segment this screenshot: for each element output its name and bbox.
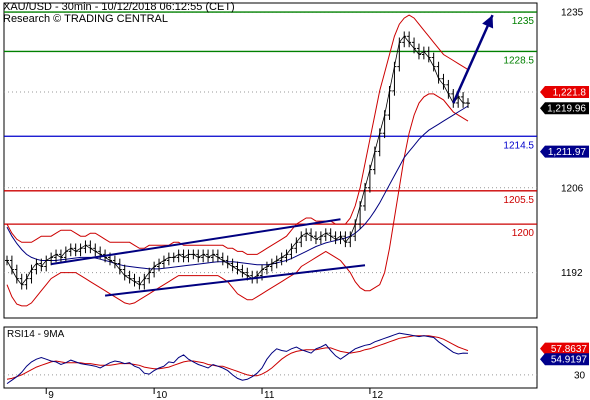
- price-bar: [93, 243, 98, 257]
- price-bar: [240, 264, 245, 278]
- price-bar: [132, 273, 137, 287]
- rsi-value-label: 54.9197: [540, 353, 589, 366]
- price-bar: [73, 243, 78, 257]
- price-bar: [210, 249, 215, 263]
- channel-lower-line: [104, 264, 366, 297]
- price-bar: [83, 240, 88, 254]
- price-bar: [157, 258, 162, 272]
- price-bar: [181, 249, 186, 263]
- price-bar: [78, 243, 83, 257]
- x-tick-label: 9: [48, 390, 54, 400]
- price-bar: [323, 228, 328, 242]
- bollinger-upper-line: [6, 14, 469, 255]
- price-bar: [122, 264, 127, 281]
- bollinger-lower-line: [6, 93, 469, 307]
- price-bar: [250, 270, 255, 284]
- price-pane-frame: [3, 2, 538, 319]
- forecast-arrow-head: [482, 15, 494, 29]
- price-bar: [230, 258, 235, 272]
- price-bar: [407, 31, 412, 48]
- last-price-label: 1,219.96: [540, 102, 589, 115]
- price-bar: [343, 231, 348, 248]
- svg-text:57.8637: 57.8637: [551, 344, 588, 355]
- price-line: [6, 35, 469, 286]
- price-bar: [88, 240, 93, 254]
- rsi-line: [6, 332, 469, 385]
- moving-average-value-label: 1,211.97: [540, 145, 589, 158]
- x-tick-label: 12: [372, 390, 384, 400]
- price-bar: [279, 252, 284, 266]
- rsi-ma-line: [6, 335, 469, 380]
- x-tick-label: 11: [264, 390, 275, 400]
- svg-text:54.9197: 54.9197: [551, 355, 588, 366]
- price-bar: [112, 255, 117, 269]
- price-bar: [274, 255, 279, 269]
- price-bar: [333, 231, 338, 245]
- price-bar: [19, 273, 24, 290]
- svg-text:1,211.97: 1,211.97: [548, 147, 587, 158]
- price-bar: [34, 258, 39, 275]
- chart-title: XAU/USD - 30min - 10/12/2018 06:12:55 (C…: [3, 1, 235, 13]
- price-bar: [328, 228, 333, 242]
- price-bar: [196, 249, 201, 263]
- price-bar: [63, 246, 68, 263]
- level-label: 1235: [512, 16, 535, 27]
- price-bar: [294, 237, 299, 254]
- price-bar: [186, 249, 191, 263]
- price-bar: [313, 231, 318, 245]
- svg-text:1,219.96: 1,219.96: [547, 104, 586, 115]
- price-bar: [147, 267, 152, 284]
- price-bar: [44, 255, 49, 272]
- price-tick-label: 1235: [561, 8, 584, 19]
- price-bar: [289, 243, 294, 260]
- svg-text:1,221.8: 1,221.8: [553, 88, 587, 99]
- rsi-ma-value-label: 57.8637: [540, 342, 589, 355]
- price-bar: [309, 228, 314, 242]
- price-tick-label: 1206: [561, 183, 584, 194]
- price-bar: [201, 249, 206, 263]
- price-bar: [318, 231, 323, 245]
- price-bar: [431, 52, 436, 72]
- price-tick-label: 1192: [561, 268, 583, 279]
- price-bar: [117, 258, 122, 275]
- price-bar: [206, 249, 211, 263]
- price-bar: [304, 228, 309, 242]
- rsi-pane-frame: [3, 326, 538, 389]
- price-bar: [161, 255, 166, 269]
- level-label: 1205.5: [503, 195, 534, 206]
- price-bar: [166, 252, 171, 266]
- research-credit: Research © TRADING CENTRAL: [3, 13, 168, 25]
- price-bar: [142, 273, 147, 290]
- level-label: 1200: [512, 228, 535, 239]
- level-label: 1228.5: [503, 55, 534, 66]
- price-bar: [220, 252, 225, 266]
- price-bar: [215, 249, 220, 263]
- price-bar: [176, 249, 181, 263]
- current-price-label: 1,221.8: [540, 86, 589, 99]
- price-bar: [269, 258, 274, 272]
- rsi-pane-title: RSI14 - 9MA: [7, 329, 65, 340]
- price-bar: [402, 31, 407, 48]
- level-label: 1214.5: [503, 140, 534, 151]
- channel-upper-line: [50, 218, 341, 266]
- price-bar: [461, 92, 466, 108]
- price-bar: [152, 261, 157, 278]
- forecast-arrow: [452, 14, 494, 104]
- price-bar: [299, 231, 304, 248]
- price-bar: [353, 219, 358, 242]
- rsi-tick-label: 30: [574, 370, 586, 381]
- price-bar: [68, 243, 73, 257]
- x-tick-label: 10: [156, 390, 168, 400]
